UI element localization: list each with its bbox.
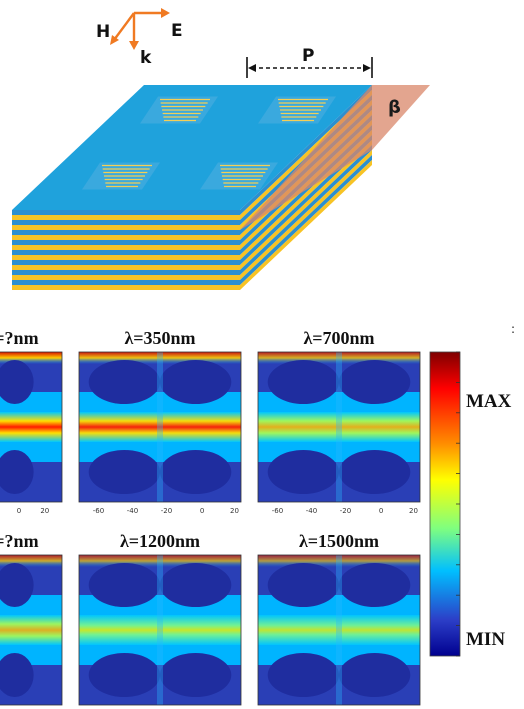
- panel-title: λ=700nm: [303, 328, 374, 348]
- colorbar-gradient: [429, 351, 461, 657]
- colorbar: MAX MIN: [429, 351, 512, 657]
- x-tick-label: 0: [200, 507, 204, 515]
- field-map-panel: λ=700nm -60 -40 -20 0 20: [257, 328, 421, 515]
- field-band: [258, 412, 420, 442]
- x-tick-label: 20: [230, 507, 239, 515]
- side-layer: [240, 145, 372, 275]
- field-band: [79, 412, 241, 442]
- field-band: [258, 615, 420, 645]
- panel-title: λ=1500nm: [299, 531, 379, 551]
- front-layer: [12, 265, 240, 270]
- panel-title: λ=350nm: [124, 328, 195, 348]
- front-layer: [12, 255, 240, 260]
- e-label: E: [171, 21, 183, 41]
- field-map-grid: λ=?nm-20020λ=350nm-60-40-20020λ=700nm-60…: [0, 328, 421, 706]
- field-map-panel: λ=350nm -60 -40 -20 0 20: [78, 328, 242, 515]
- period-marker: [246, 57, 373, 78]
- h-arrowhead: [110, 35, 119, 45]
- field-axes: [113, 11, 164, 44]
- side-layer: [240, 160, 372, 290]
- slot-patterns: [82, 96, 336, 190]
- x-tick-label: 0: [17, 507, 21, 515]
- metamaterial-schematic: β P H E k: [12, 8, 430, 290]
- side-layer: [240, 155, 372, 285]
- x-tick-label: -60: [272, 507, 283, 515]
- front-layer: [12, 270, 240, 275]
- field-band: [0, 615, 62, 645]
- front-layer: [12, 285, 240, 290]
- field-band: [79, 615, 241, 645]
- front-layer: [12, 225, 240, 230]
- angle-plane: [240, 85, 430, 230]
- beta-label: β: [388, 97, 401, 118]
- side-layer: [240, 85, 372, 215]
- x-tick-label: -40: [127, 507, 138, 515]
- front-layer: [12, 220, 240, 225]
- colorbar-min-label: MIN: [466, 629, 505, 650]
- x-tick-label: -40: [306, 507, 317, 515]
- front-layer: [12, 230, 240, 235]
- x-tick-label: -60: [93, 507, 104, 515]
- h-label: H: [96, 22, 110, 42]
- front-layer: [12, 215, 240, 220]
- k-label: k: [140, 48, 152, 68]
- x-tick-label: 0: [379, 507, 383, 515]
- front-layer: [12, 260, 240, 265]
- e-arrowhead: [161, 8, 170, 18]
- slot-pattern: [82, 162, 160, 190]
- front-layer: [12, 210, 240, 215]
- period-label: P: [302, 46, 314, 66]
- side-layer: [240, 150, 372, 280]
- slot-pattern: [200, 162, 278, 190]
- slot-pattern: [140, 96, 218, 124]
- x-tick-label: 20: [40, 507, 49, 515]
- colorbar-ticks: [456, 351, 460, 657]
- panel-title: λ=1200nm: [120, 531, 200, 551]
- colorbar-max-label: MAX: [466, 391, 512, 412]
- slot-pattern: [258, 96, 336, 124]
- x-tick-label: -20: [340, 507, 351, 515]
- field-band: [0, 412, 62, 442]
- front-layer: [12, 275, 240, 280]
- side-layer: [240, 140, 372, 270]
- stray-mark: :: [511, 322, 515, 336]
- panel-title: λ=?nm: [0, 531, 39, 551]
- front-layer: [12, 235, 240, 240]
- k-arrowhead: [129, 41, 139, 50]
- front-layer: [12, 280, 240, 285]
- front-layer: [12, 245, 240, 250]
- panel-title: λ=?nm: [0, 328, 39, 348]
- x-tick-label: 20: [409, 507, 418, 515]
- front-layer: [12, 250, 240, 255]
- front-layer: [12, 240, 240, 245]
- x-tick-label: -20: [161, 507, 172, 515]
